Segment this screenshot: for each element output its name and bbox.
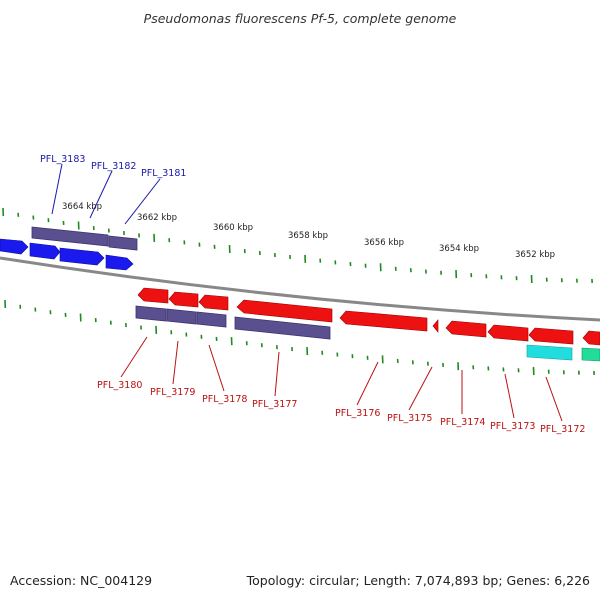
kbp-label: 3654 kbp [439, 244, 479, 254]
forward-cds-arrow[interactable] [59, 247, 105, 266]
reverse-gene-bars [135, 305, 331, 340]
label-leader-line [504, 373, 515, 419]
gene-bar[interactable] [31, 226, 109, 247]
forward-gene-bars [31, 226, 138, 251]
gene-label[interactable]: PFL_3177 [252, 399, 297, 410]
gene-label[interactable]: PFL_3180 [97, 380, 142, 391]
feature-block[interactable] [581, 347, 600, 362]
forward-cds-track [0, 238, 134, 271]
gene-label[interactable]: PFL_3181 [141, 168, 186, 179]
gene-label[interactable]: PFL_3176 [335, 408, 380, 419]
reverse-cds-arrow[interactable] [168, 291, 199, 308]
reverse-cds-track [137, 287, 600, 346]
reverse-cds-arrow[interactable] [339, 310, 428, 332]
kbp-label: 3660 kbp [213, 223, 253, 233]
kbp-label: 3656 kbp [364, 238, 404, 248]
label-leader-line [124, 178, 161, 225]
gene-bar[interactable] [166, 308, 197, 325]
kbp-label: 3662 kbp [137, 213, 177, 223]
inner-tick-scale [4, 299, 595, 376]
label-leader-line [89, 170, 113, 219]
topology-summary: Topology: circular; Length: 7,074,893 bp… [246, 573, 590, 588]
reverse-cds-arrow[interactable] [137, 287, 169, 304]
reverse-cds-arrow[interactable] [487, 324, 529, 342]
reverse-cds-arrow[interactable] [432, 319, 439, 333]
genome-title: Pseudomonas fluorescens Pf-5, complete g… [144, 11, 457, 26]
label-leader-line [51, 163, 63, 215]
kbp-label: 3664 kbp [62, 202, 102, 212]
gene-bar[interactable] [196, 311, 227, 328]
gene-label[interactable]: PFL_3172 [540, 424, 585, 435]
reverse-gene-labels: PFL_3180 PFL_3179 PFL_3178 PFL_3177 PFL_… [97, 336, 585, 435]
forward-cds-arrow[interactable] [105, 254, 134, 271]
label-leader-line [274, 351, 280, 397]
reverse-cds-arrow[interactable] [236, 299, 333, 323]
label-leader-line [408, 366, 433, 411]
reverse-cds-arrow[interactable] [445, 320, 487, 338]
label-leader-line [208, 344, 225, 392]
label-leader-line [356, 361, 379, 406]
label-leader-line [172, 340, 179, 385]
gene-label[interactable]: PFL_3182 [91, 161, 136, 172]
outer-tick-scale [2, 207, 593, 284]
forward-cds-arrow[interactable] [29, 242, 61, 260]
other-feature-track [526, 344, 600, 362]
gene-bar[interactable] [135, 305, 167, 322]
gene-label[interactable]: PFL_3174 [440, 417, 485, 428]
kbp-label: 3652 kbp [515, 250, 555, 260]
forward-gene-labels: PFL_3183 PFL_3182 PFL_3181 [40, 154, 186, 225]
gene-label[interactable]: PFL_3179 [150, 387, 195, 398]
kbp-labels: 3664 kbp 3662 kbp 3660 kbp 3658 kbp 3656… [62, 202, 555, 260]
kbp-label: 3658 kbp [288, 231, 328, 241]
feature-block[interactable] [526, 344, 573, 361]
gene-bar[interactable] [234, 316, 331, 340]
gene-label[interactable]: PFL_3183 [40, 154, 85, 165]
label-leader-line [545, 376, 563, 422]
label-leader-line [120, 336, 148, 378]
gene-label[interactable]: PFL_3173 [490, 421, 535, 432]
gene-bar[interactable] [108, 235, 138, 251]
gene-label[interactable]: PFL_3178 [202, 394, 247, 405]
reverse-cds-arrow[interactable] [528, 327, 574, 345]
gene-label[interactable]: PFL_3175 [387, 413, 432, 424]
reverse-cds-arrow[interactable] [198, 294, 229, 311]
forward-cds-arrow[interactable] [0, 238, 29, 255]
reverse-cds-arrow[interactable] [582, 330, 600, 346]
accession-label: Accession: NC_004129 [10, 573, 153, 588]
genome-backbone [0, 256, 600, 322]
